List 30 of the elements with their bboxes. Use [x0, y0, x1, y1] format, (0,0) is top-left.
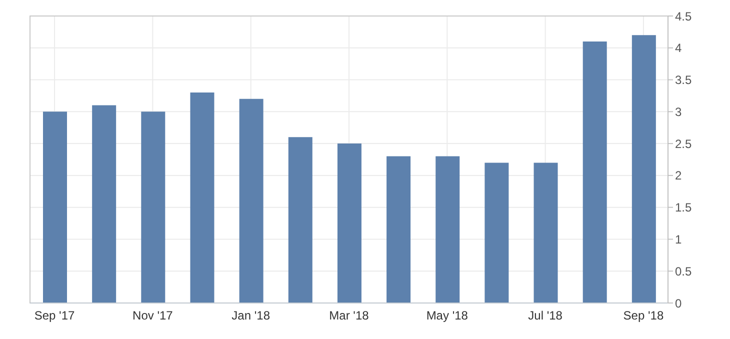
y-tick-label: 1 [675, 232, 682, 246]
bar [92, 105, 116, 303]
y-tick-label: 2 [675, 168, 682, 183]
y-tick-label: 0.5 [675, 264, 692, 278]
bar [582, 42, 607, 303]
x-tick-label: Jul '18 [528, 308, 563, 323]
y-tick-label: 3 [675, 104, 682, 119]
y-tick-label: 0 [675, 296, 682, 310]
y-tick-label: 4 [675, 41, 682, 56]
bar [43, 112, 67, 303]
bar [190, 92, 214, 303]
bar [141, 112, 166, 303]
bar [436, 156, 460, 303]
x-tick-label: Sep '17 [34, 308, 76, 323]
bar [288, 137, 312, 303]
x-tick-label: Jan '18 [232, 308, 270, 323]
bar [632, 35, 656, 303]
bar [386, 156, 411, 303]
bar [534, 162, 558, 303]
x-tick-label: Mar '18 [329, 308, 370, 323]
x-tick-label: Sep '18 [623, 308, 664, 323]
bar [337, 144, 362, 303]
y-tick-label: 3.5 [675, 73, 692, 88]
bar [239, 98, 264, 303]
bar [484, 162, 509, 303]
x-tick-label: May '18 [426, 308, 468, 323]
y-tick-label: 2.5 [675, 136, 692, 151]
x-tick-label: Nov '17 [132, 308, 174, 323]
y-tick-label: 4.5 [675, 9, 692, 24]
y-tick-label: 1.5 [675, 200, 692, 215]
